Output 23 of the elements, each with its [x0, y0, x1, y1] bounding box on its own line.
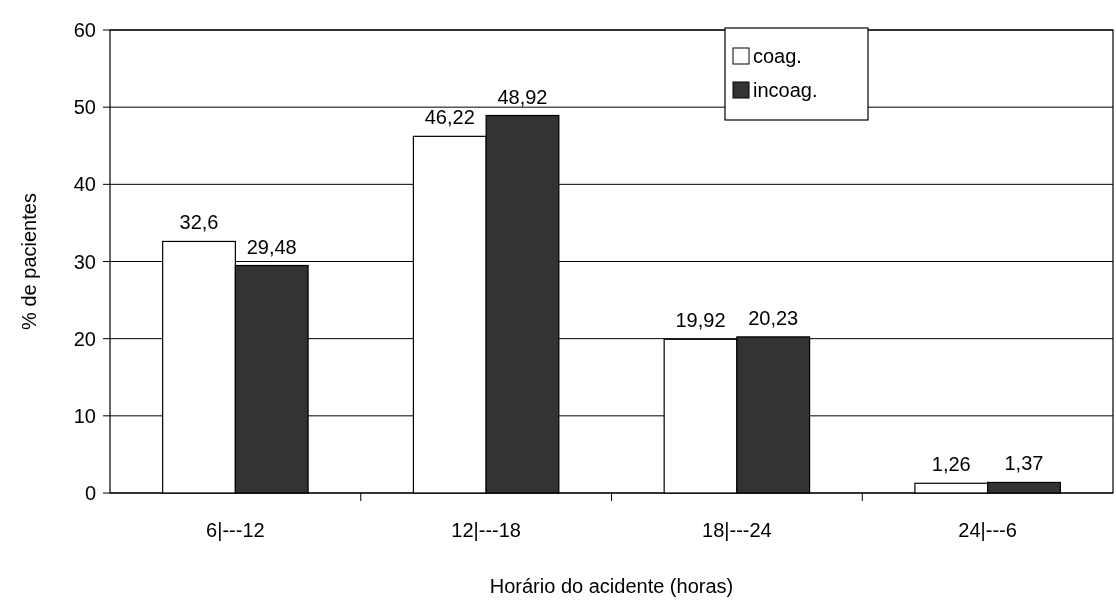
legend-label: coag.	[753, 45, 802, 67]
y-tick-label: 60	[73, 19, 96, 41]
legend-label: incoag.	[753, 79, 818, 101]
y-tick-label: 40	[73, 173, 96, 196]
data-label: 32,6	[179, 211, 219, 234]
data-label: 29,48	[246, 235, 297, 258]
x-tick-label: 24|---6	[958, 519, 1017, 541]
y-axis-title: % de pacientes	[18, 193, 40, 330]
y-tick-label: 20	[73, 327, 96, 350]
data-label: 20,23	[748, 306, 799, 329]
x-tick-label: 6|---12	[206, 519, 265, 541]
data-label: 1,37	[1004, 452, 1044, 475]
data-label: 48,92	[497, 85, 548, 108]
x-tick-label: 12|---18	[451, 519, 521, 541]
x-axis-title: Horário do acidente (horas)	[489, 575, 734, 597]
data-label: 19,92	[675, 309, 726, 332]
y-tick-label: 30	[73, 250, 96, 273]
y-tick-label: 50	[73, 96, 96, 119]
data-label: 46,22	[424, 106, 475, 129]
y-tick-label: 10	[73, 404, 96, 427]
x-tick-label: 18|---24	[702, 519, 772, 541]
data-label: 1,26	[931, 453, 971, 476]
y-tick-label: 0	[84, 482, 96, 504]
